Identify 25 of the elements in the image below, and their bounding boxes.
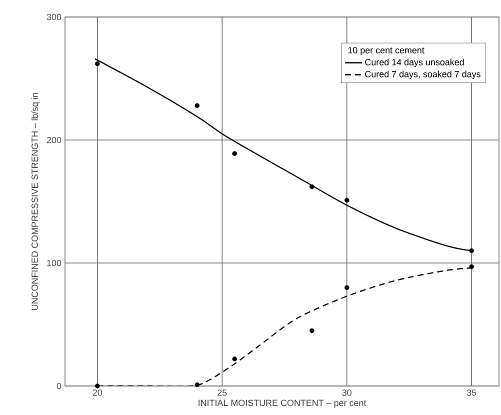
point	[310, 328, 314, 334]
y-tick-label: 100	[47, 260, 62, 266]
y-tick-label: 200	[46, 136, 62, 144]
point	[469, 264, 474, 270]
point	[310, 184, 314, 190]
legend-label: Cured 14 days unsoaked	[365, 58, 464, 68]
y-tick-label: 0	[56, 382, 62, 390]
x-tick-label: 20	[92, 390, 102, 396]
x-tick-label: 35	[466, 390, 476, 396]
legend-label: Cured 7 days, soaked 7 days	[365, 70, 480, 80]
point	[232, 356, 238, 362]
y-axis-title: UNCONFINED COMPRESSIVE STRENGTH – lb/sq in	[31, 92, 40, 310]
x-axis-title: INITIAL MOISTURE CONTENT – per cent	[198, 400, 366, 408]
x-tick-label: 25	[218, 390, 227, 396]
point	[95, 61, 100, 66]
point	[232, 151, 238, 156]
point	[194, 103, 200, 108]
y-tick-label: 300	[46, 14, 62, 20]
point	[344, 198, 350, 203]
point	[344, 285, 350, 290]
point	[469, 248, 474, 254]
x-tick-label: 30	[342, 390, 352, 396]
point	[194, 382, 200, 388]
legend-title: 10 per cent cement	[348, 47, 424, 56]
point	[95, 384, 100, 388]
